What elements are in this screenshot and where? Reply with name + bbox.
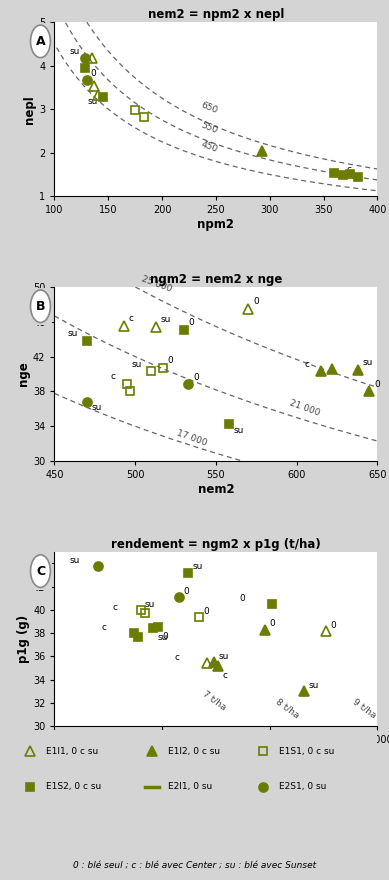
Text: c: c: [112, 603, 117, 612]
Text: 7 t/ha: 7 t/ha: [201, 689, 228, 712]
Text: su: su: [67, 329, 78, 338]
Text: su: su: [218, 652, 228, 661]
Text: E1I1, 0 c su: E1I1, 0 c su: [46, 747, 98, 756]
Text: su: su: [132, 360, 142, 369]
Text: c: c: [175, 653, 180, 662]
Text: su: su: [363, 358, 373, 367]
Text: 8 t/ha: 8 t/ha: [274, 697, 301, 720]
Text: 550: 550: [200, 121, 219, 136]
Text: 0: 0: [168, 356, 173, 365]
Text: c: c: [129, 314, 134, 324]
Text: su: su: [145, 599, 155, 609]
Text: E1S1, 0 c su: E1S1, 0 c su: [279, 747, 334, 756]
Circle shape: [30, 290, 51, 322]
Text: c: c: [346, 165, 351, 174]
Text: B: B: [36, 300, 45, 312]
Text: 0: 0: [90, 70, 96, 78]
Text: 0 : blé seul ; c : blé avec Center ; su : blé avec Sunset: 0 : blé seul ; c : blé avec Center ; su …: [73, 861, 316, 869]
Title: ngm2 = nem2 x nge: ngm2 = nem2 x nge: [150, 273, 282, 286]
Title: rendement = ngm2 x p1g (t/ha): rendement = ngm2 x p1g (t/ha): [111, 538, 321, 551]
X-axis label: ngm2: ngm2: [197, 748, 235, 761]
Y-axis label: nge: nge: [17, 362, 30, 386]
Text: su: su: [158, 634, 168, 642]
Circle shape: [30, 26, 51, 57]
Text: E1I2, 0 c su: E1I2, 0 c su: [168, 747, 220, 756]
Text: 0: 0: [240, 594, 245, 603]
Y-axis label: nepl: nepl: [23, 95, 37, 123]
Text: 0: 0: [203, 606, 209, 616]
Text: c: c: [223, 671, 227, 679]
Text: 0: 0: [330, 620, 336, 629]
Text: su: su: [308, 681, 319, 690]
Text: su: su: [161, 315, 172, 325]
Text: 0: 0: [193, 373, 199, 382]
Text: 0: 0: [188, 318, 194, 327]
Text: 0: 0: [253, 297, 259, 306]
Text: su: su: [70, 555, 80, 565]
Text: 0: 0: [270, 620, 275, 628]
Text: E2S1, 0 su: E2S1, 0 su: [279, 782, 326, 791]
Text: c: c: [111, 372, 116, 381]
Text: 450: 450: [200, 139, 219, 154]
Text: c: c: [102, 623, 107, 632]
Text: A: A: [36, 35, 45, 48]
Text: E2I1, 0 su: E2I1, 0 su: [168, 782, 212, 791]
Y-axis label: p1g (g): p1g (g): [17, 615, 30, 663]
Text: su: su: [88, 97, 98, 106]
Text: 650: 650: [200, 101, 219, 115]
Text: C: C: [36, 565, 45, 577]
Text: su: su: [91, 403, 102, 413]
Text: c: c: [305, 360, 310, 369]
Text: 0: 0: [162, 632, 168, 642]
Text: 21 000: 21 000: [289, 399, 321, 418]
Title: nem2 = npm2 x nepl: nem2 = npm2 x nepl: [148, 8, 284, 21]
Text: 9 t/ha: 9 t/ha: [352, 697, 378, 720]
Text: 25 000: 25 000: [140, 275, 173, 294]
X-axis label: nem2: nem2: [198, 483, 234, 496]
Text: E1S2, 0 c su: E1S2, 0 c su: [46, 782, 102, 791]
Text: 0: 0: [374, 380, 380, 389]
Text: 0: 0: [184, 587, 189, 596]
Text: 17 000: 17 000: [175, 429, 209, 448]
Circle shape: [30, 555, 51, 587]
Text: su: su: [70, 47, 80, 56]
X-axis label: npm2: npm2: [197, 218, 235, 231]
Text: su: su: [234, 426, 244, 435]
Text: su: su: [192, 562, 203, 571]
